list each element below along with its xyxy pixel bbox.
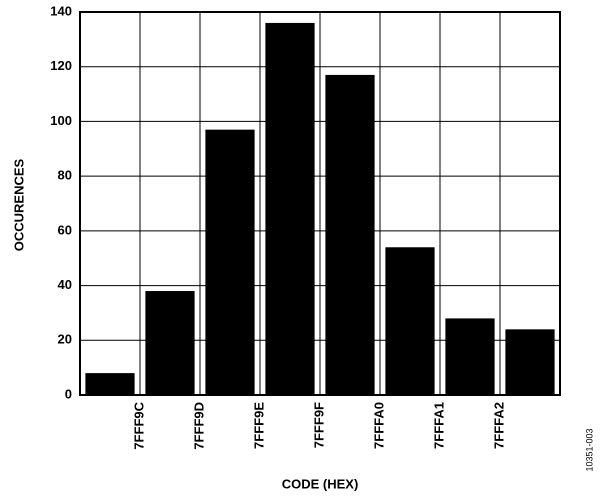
y-axis-title: OCCURENCES [11, 158, 26, 251]
bar [325, 74, 375, 396]
bar [205, 129, 255, 395]
y-tick-label: 100 [50, 113, 72, 128]
bar [505, 329, 555, 395]
x-tick-label: 7FFFA1 [431, 402, 446, 449]
y-tick-label: 140 [50, 3, 72, 18]
y-tick-label: 20 [58, 332, 72, 347]
bar [445, 318, 495, 395]
bar [385, 247, 435, 395]
bar [265, 22, 315, 395]
figure-id: 10351-003 [584, 428, 594, 471]
y-tick-label: 60 [58, 222, 72, 237]
x-tick-label: 7FFFA2 [491, 402, 506, 449]
y-tick-label: 0 [65, 386, 72, 401]
y-tick-label: 80 [58, 168, 72, 183]
bar [85, 373, 135, 395]
x-axis-title: CODE (HEX) [282, 476, 359, 491]
x-tick-label: 7FFF9C [131, 401, 146, 449]
bar [145, 291, 195, 395]
plot-border [79, 11, 561, 396]
y-tick-label: 40 [58, 277, 72, 292]
y-tick-label: 120 [50, 58, 72, 73]
x-tick-label: 7FFF9F [311, 402, 326, 448]
x-tick-label: 7FFF9E [251, 402, 266, 449]
x-tick-label: 7FFFA0 [371, 402, 386, 449]
x-tick-label: 7FFF9D [191, 402, 206, 450]
